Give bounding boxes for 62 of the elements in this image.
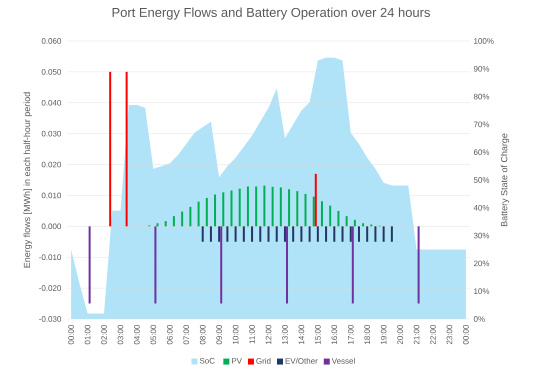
bar xyxy=(288,189,290,226)
bar xyxy=(109,72,112,226)
bar xyxy=(366,226,368,242)
bar xyxy=(220,226,222,304)
bar xyxy=(382,226,385,242)
bar xyxy=(259,226,262,242)
bar xyxy=(418,226,420,304)
bar xyxy=(154,226,156,304)
bar xyxy=(304,194,307,226)
bar xyxy=(156,223,158,226)
bar xyxy=(390,226,393,242)
bar xyxy=(255,186,258,226)
bar xyxy=(126,72,128,226)
y-axis-title: Energy flows [MWh] in each half-hour period xyxy=(24,92,32,268)
bar xyxy=(292,226,294,242)
bar xyxy=(238,188,241,226)
bar xyxy=(358,226,360,242)
bar xyxy=(181,212,184,226)
bar xyxy=(206,198,208,226)
bar xyxy=(276,226,278,242)
bar xyxy=(88,226,91,304)
bar xyxy=(350,226,352,242)
bar xyxy=(214,194,216,226)
bar xyxy=(242,226,245,242)
bar xyxy=(325,226,328,242)
y2-axis-title: Battery State of Charge xyxy=(500,134,510,226)
bar xyxy=(296,191,298,226)
bar xyxy=(222,192,224,226)
bar xyxy=(314,174,317,226)
chart-title: Port Energy Flows and Battery Operation over 24 hours xyxy=(112,8,430,20)
bar xyxy=(280,187,282,226)
bar xyxy=(251,226,254,242)
bar xyxy=(333,226,336,242)
bar xyxy=(374,226,376,242)
bar xyxy=(230,190,232,226)
bar xyxy=(268,226,270,242)
bar xyxy=(234,226,237,242)
bar xyxy=(202,226,204,242)
bar xyxy=(210,226,212,242)
bar xyxy=(346,216,348,226)
bar xyxy=(362,223,364,226)
bar xyxy=(354,220,356,226)
bar xyxy=(312,196,315,226)
bar xyxy=(218,226,220,242)
bar xyxy=(329,206,332,226)
bar xyxy=(352,226,354,304)
bar xyxy=(263,186,266,226)
bar xyxy=(246,186,249,226)
bar xyxy=(284,226,286,242)
bar xyxy=(342,226,344,242)
bar xyxy=(226,226,228,242)
bar xyxy=(272,186,274,226)
bar xyxy=(189,206,192,226)
bar xyxy=(286,226,288,304)
bar xyxy=(198,202,200,226)
bar xyxy=(337,210,340,226)
bar xyxy=(172,216,175,226)
bar xyxy=(316,226,319,242)
bar xyxy=(320,201,323,226)
bar xyxy=(308,226,311,242)
bar xyxy=(164,221,167,226)
bar xyxy=(300,226,302,242)
